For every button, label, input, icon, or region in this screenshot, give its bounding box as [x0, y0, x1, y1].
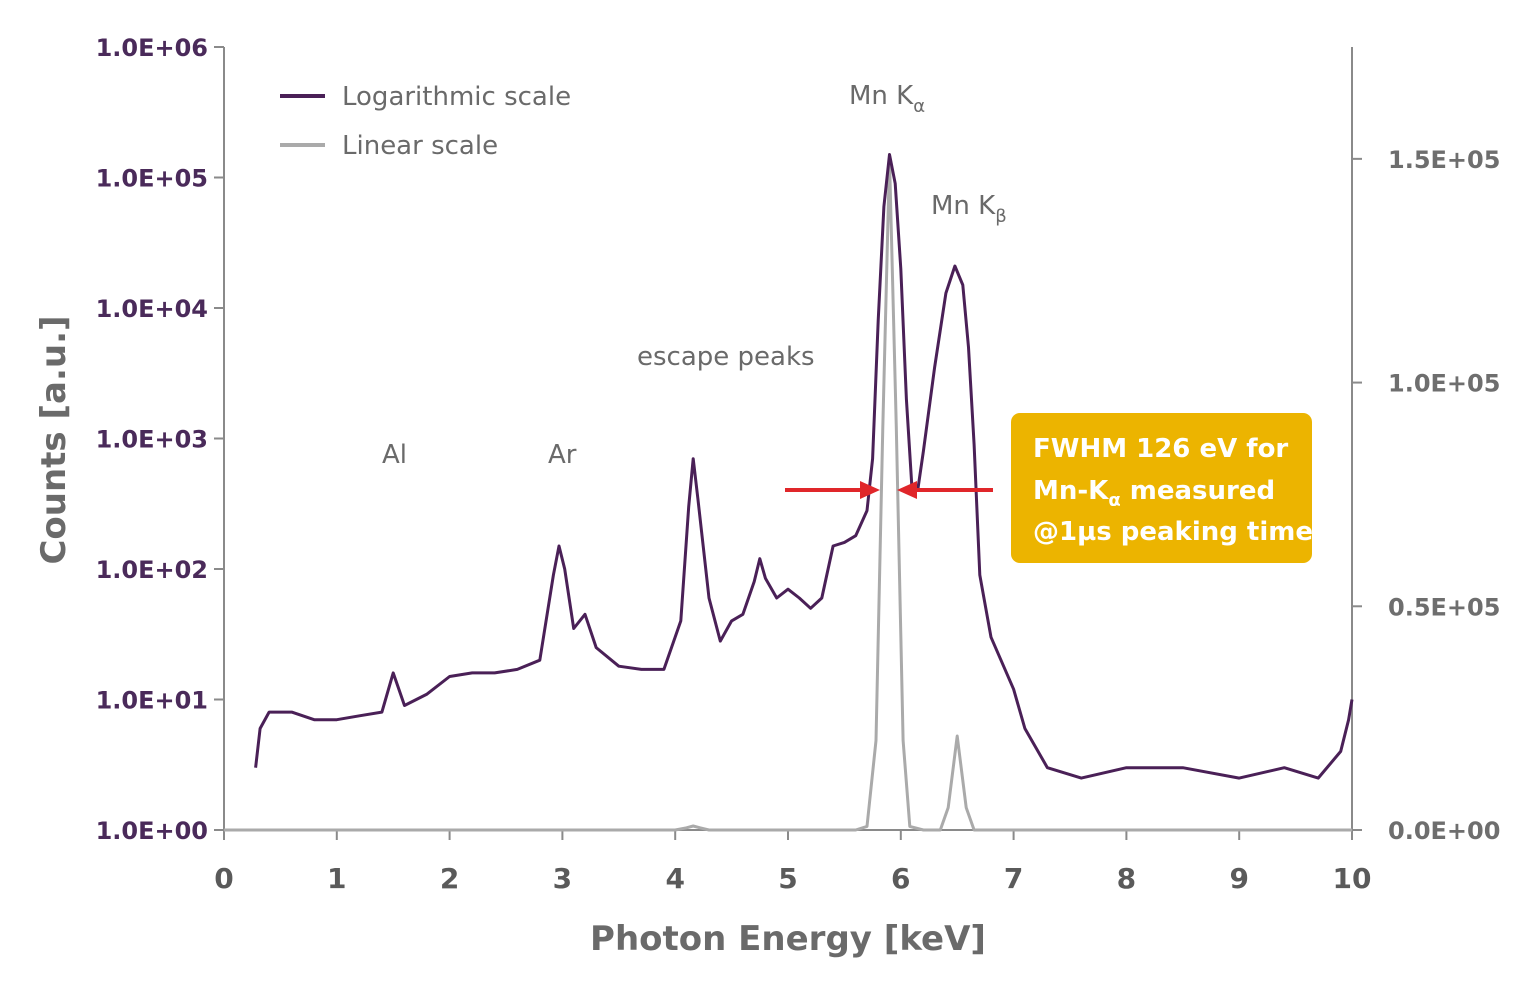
annotation-mn-kb-base: Mn K [931, 191, 996, 221]
fwhm-note-line2: Mn-Kα measured [1033, 476, 1275, 511]
x-axis-ticks: 0 1 2 3 4 5 6 7 8 9 10 [214, 830, 1371, 895]
left-tick-label: 1.0E+00 [96, 817, 208, 845]
y-axis-title: Counts [a.u.] [34, 315, 74, 564]
annotation-mn-ka-sub: α [913, 96, 925, 117]
fwhm-note-line2-rest: measured [1121, 476, 1275, 506]
x-tick-label: 6 [891, 862, 910, 895]
series-layer [224, 153, 1354, 832]
annotation-ar: Ar [548, 440, 577, 470]
legend: Logarithmic scale Linear scale [280, 82, 571, 161]
right-tick-label: 1.5E+05 [1388, 146, 1500, 174]
x-tick-label: 7 [1004, 862, 1023, 895]
legend-label-linear: Linear scale [342, 131, 498, 161]
fwhm-note-line2-base: Mn-K [1033, 476, 1109, 506]
right-tick-label: 0.0E+00 [1388, 817, 1500, 845]
fwhm-arrow-right-head [897, 481, 917, 499]
right-tick-label: 0.5E+05 [1388, 593, 1500, 621]
x-tick-label: 0 [214, 862, 233, 895]
right-axis-ticks: 0.0E+00 0.5E+05 1.0E+05 1.5E+05 [1352, 146, 1500, 845]
x-tick-label: 1 [327, 862, 346, 895]
left-tick-label: 1.0E+06 [96, 34, 208, 62]
left-tick-label: 1.0E+05 [96, 165, 208, 193]
x-tick-label: 3 [553, 862, 572, 895]
fwhm-arrow-left-head [860, 481, 880, 499]
annotation-al: Al [382, 440, 407, 470]
legend-label-log: Logarithmic scale [342, 82, 571, 112]
series-line-logarithmic [254, 153, 1354, 780]
annotation-escape-peaks: escape peaks [637, 342, 815, 372]
x-tick-label: 9 [1229, 862, 1248, 895]
annotation-mn-ka: Mn Kα [849, 81, 925, 117]
annotation-mn-kb-sub: β [995, 206, 1007, 227]
left-tick-label: 1.0E+03 [96, 426, 208, 454]
left-tick-label: 1.0E+02 [96, 556, 208, 584]
left-axis-ticks: 1.0E+00 1.0E+01 1.0E+02 1.0E+03 1.0E+04 1.0E+… [96, 34, 224, 845]
fwhm-note-line3: @1µs peaking time [1033, 517, 1313, 547]
fwhm-note-box [1011, 413, 1312, 563]
x-tick-label: 4 [665, 862, 684, 895]
x-tick-label: 10 [1333, 862, 1372, 895]
fwhm-arrows [785, 481, 993, 499]
x-axis-title: Photon Energy [keV] [590, 919, 986, 959]
fwhm-note: FWHM 126 eV for Mn-Kα measured @1µs peak… [1011, 413, 1313, 563]
fwhm-note-line1: FWHM 126 eV for [1033, 434, 1288, 464]
fwhm-note-line2-sub: α [1108, 490, 1120, 511]
left-tick-label: 1.0E+01 [96, 687, 208, 715]
left-tick-label: 1.0E+04 [96, 295, 208, 323]
annotation-mn-kb: Mn Kβ [931, 191, 1007, 227]
x-tick-label: 5 [778, 862, 797, 895]
annotation-mn-ka-base: Mn K [849, 81, 914, 111]
x-tick-label: 2 [440, 862, 459, 895]
right-tick-label: 1.0E+05 [1388, 370, 1500, 398]
x-tick-label: 8 [1117, 862, 1136, 895]
